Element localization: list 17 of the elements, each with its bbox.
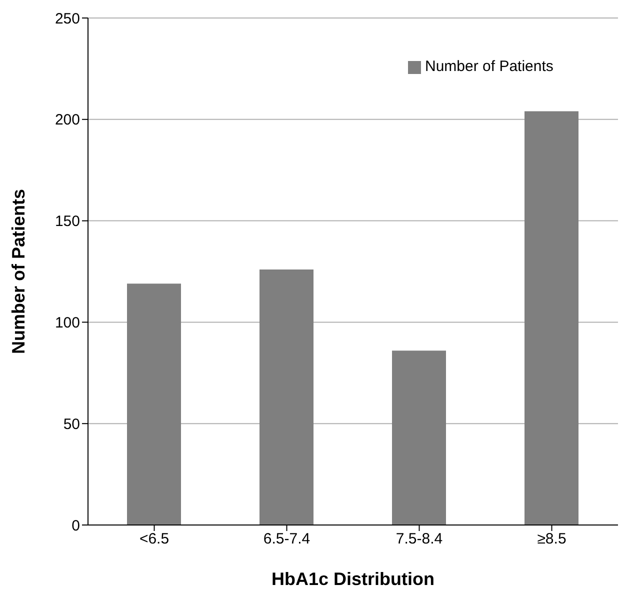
x-tick-label: 7.5-8.4 (396, 530, 443, 548)
x-tick-label: <6.5 (139, 530, 170, 548)
bar (524, 111, 578, 525)
y-tick-label: 200 (54, 112, 80, 129)
x-tick-label: ≥8.5 (537, 530, 566, 548)
bar (392, 350, 446, 525)
y-tick-label: 250 (54, 10, 80, 28)
y-tick-label: 100 (54, 314, 80, 332)
legend-label: Number of Patients (425, 58, 554, 75)
x-tick-label: 6.5-7.4 (263, 530, 310, 548)
y-tick-label: 0 (72, 517, 80, 534)
y-axis-title: Number of Patients (8, 188, 28, 354)
bar (260, 269, 314, 525)
y-tick-label: 150 (54, 213, 80, 230)
bar (127, 284, 181, 525)
y-tick-label: 50 (63, 416, 80, 433)
x-axis-title: HbA1c Distribution (271, 569, 435, 589)
